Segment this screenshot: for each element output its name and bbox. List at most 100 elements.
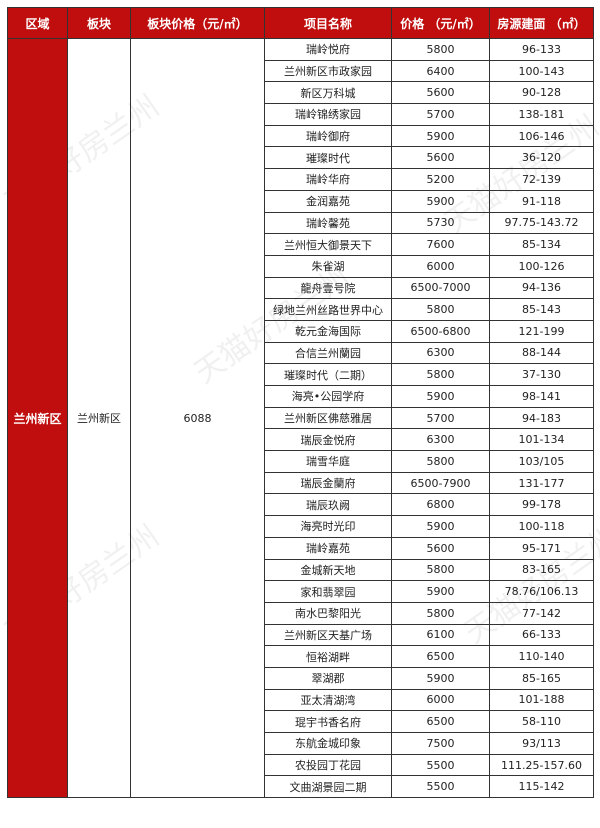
- project-name-cell: 瑞辰玖阙: [264, 493, 392, 517]
- price-cell: 5900: [391, 515, 490, 538]
- area-cell: 110-140: [489, 645, 594, 668]
- project-name-cell: 璀璨时代: [264, 146, 392, 170]
- price-cell: 5730: [391, 211, 490, 235]
- table-row: 瑞岭馨苑 5730 97.75-143.72: [8, 211, 594, 235]
- project-name-cell: 瑞岭锦绣家园: [264, 103, 392, 126]
- area-cell: 88-144: [489, 341, 594, 365]
- price-cell: 6800: [391, 493, 490, 517]
- table-row: 瑞岭御府 5900 106-146: [8, 124, 594, 148]
- area-cell: 103/105: [489, 450, 594, 473]
- table-row: 亚太清湖湾 6000 101-188: [8, 688, 594, 712]
- area-cell: 77-142: [489, 601, 594, 625]
- area-cell: 131-177: [489, 471, 594, 495]
- area-cell: 83-165: [489, 558, 594, 582]
- price-cell: 5900: [391, 666, 490, 690]
- table-row: 金城新天地 5800 83-165: [8, 558, 594, 582]
- area-cell: 106-146: [489, 124, 594, 148]
- area-cell: 99-178: [489, 493, 594, 517]
- area-cell: 72-139: [489, 168, 594, 191]
- price-cell: 6500-6800: [391, 319, 490, 343]
- area-cell: 94-183: [489, 406, 594, 430]
- project-name-cell: 海亮•公园学府: [264, 385, 392, 408]
- price-cell: 7600: [391, 233, 490, 256]
- table-row: 农投园丁花园 5500 111.25-157.60: [8, 753, 594, 777]
- table-row: 南水巴黎阳光 5800 77-142: [8, 601, 594, 625]
- table-row: 乾元金海国际 6500-6800 121-199: [8, 319, 594, 343]
- table-row: 璀璨时代（二期） 5800 37-130: [8, 363, 594, 386]
- price-cell: 5900: [391, 124, 490, 148]
- area-cell: 66-133: [489, 623, 594, 647]
- price-cell: 6000: [391, 688, 490, 712]
- table-row: 新区万科城 5600 90-128: [8, 81, 594, 105]
- price-cell: 5700: [391, 406, 490, 430]
- region-cell: 兰州新区: [7, 37, 68, 799]
- price-table: 区域 板块 板块价格（元/㎡） 项目名称 价格 （元/㎡） 房源建面 （㎡） 兰…: [7, 7, 594, 799]
- table-row: 海亮•公园学府 5900 98-141: [8, 385, 594, 408]
- project-name-cell: 金润嘉苑: [264, 189, 392, 213]
- area-cell: 78.76/106.13: [489, 580, 594, 603]
- project-name-cell: 翠湖郡: [264, 666, 392, 690]
- price-cell: 5200: [391, 168, 490, 191]
- area-cell: 91-118: [489, 189, 594, 213]
- table-row: 文曲湖景园二期 5500 115-142: [8, 775, 594, 799]
- area-cell: 85-165: [489, 666, 594, 690]
- price-cell: 6300: [391, 341, 490, 365]
- area-cell: 101-134: [489, 428, 594, 452]
- price-cell: 5600: [391, 81, 490, 105]
- price-cell: 6500: [391, 710, 490, 733]
- project-name-cell: 璀璨时代（二期）: [264, 363, 392, 386]
- header-area: 房源建面 （㎡）: [489, 7, 594, 39]
- price-cell: 5900: [391, 580, 490, 603]
- table-row: 瑞辰金蘭府 6500-7900 131-177: [8, 471, 594, 495]
- table-row: 璀璨时代 5600 36-120: [8, 146, 594, 170]
- table-row: 兰州恒大御景天下 7600 85-134: [8, 233, 594, 256]
- area-cell: 36-120: [489, 146, 594, 170]
- block-price-cell: 6088: [130, 37, 265, 799]
- table-row: 翠湖郡 5900 85-165: [8, 666, 594, 690]
- project-name-cell: 瑞岭御府: [264, 124, 392, 148]
- price-cell: 5800: [391, 601, 490, 625]
- project-name-cell: 农投园丁花园: [264, 753, 392, 777]
- project-name-cell: 瑞岭华府: [264, 168, 392, 191]
- price-cell: 5600: [391, 536, 490, 560]
- area-cell: 138-181: [489, 103, 594, 126]
- header-project: 项目名称: [264, 7, 392, 39]
- header-price: 价格 （元/㎡）: [391, 7, 490, 39]
- project-name-cell: 兰州新区市政家园: [264, 59, 392, 83]
- price-cell: 5800: [391, 558, 490, 582]
- project-name-cell: 瑞辰金悦府: [264, 428, 392, 452]
- area-cell: 90-128: [489, 81, 594, 105]
- project-name-cell: 瑞岭嘉苑: [264, 536, 392, 560]
- area-cell: 115-142: [489, 775, 594, 799]
- price-cell: 7500: [391, 732, 490, 755]
- project-name-cell: 朱雀湖: [264, 254, 392, 278]
- project-name-cell: 家和翡翠园: [264, 580, 392, 603]
- area-cell: 97.75-143.72: [489, 211, 594, 235]
- price-cell: 5500: [391, 753, 490, 777]
- project-name-cell: 恒裕湖畔: [264, 645, 392, 668]
- price-cell: 6500: [391, 645, 490, 668]
- project-name-cell: 合信兰州蘭园: [264, 341, 392, 365]
- project-name-cell: 亚太清湖湾: [264, 688, 392, 712]
- block-cell: 兰州新区: [67, 37, 131, 799]
- area-cell: 85-143: [489, 298, 594, 321]
- area-cell: 93/113: [489, 732, 594, 755]
- header-block-price: 板块价格（元/㎡）: [130, 7, 265, 39]
- project-name-cell: 兰州新区天基广场: [264, 623, 392, 647]
- project-name-cell: 东航金城印象: [264, 732, 392, 755]
- table-row: 瑞辰金悦府 6300 101-134: [8, 428, 594, 452]
- area-cell: 121-199: [489, 319, 594, 343]
- project-name-cell: 兰州新区佛慈雅居: [264, 406, 392, 430]
- area-cell: 98-141: [489, 385, 594, 408]
- price-cell: 6100: [391, 623, 490, 647]
- table-row: 琨宇书香名府 6500 58-110: [8, 710, 594, 733]
- table-row: 绿地兰州丝路世界中心 5800 85-143: [8, 298, 594, 321]
- area-cell: 85-134: [489, 233, 594, 256]
- project-name-cell: 乾元金海国际: [264, 319, 392, 343]
- price-cell: 5800: [391, 450, 490, 473]
- project-name-cell: 龍舟壹号院: [264, 276, 392, 300]
- table-row: 瑞雪华庭 5800 103/105: [8, 450, 594, 473]
- price-cell: 6500-7000: [391, 276, 490, 300]
- price-cell: 6000: [391, 254, 490, 278]
- project-name-cell: 南水巴黎阳光: [264, 601, 392, 625]
